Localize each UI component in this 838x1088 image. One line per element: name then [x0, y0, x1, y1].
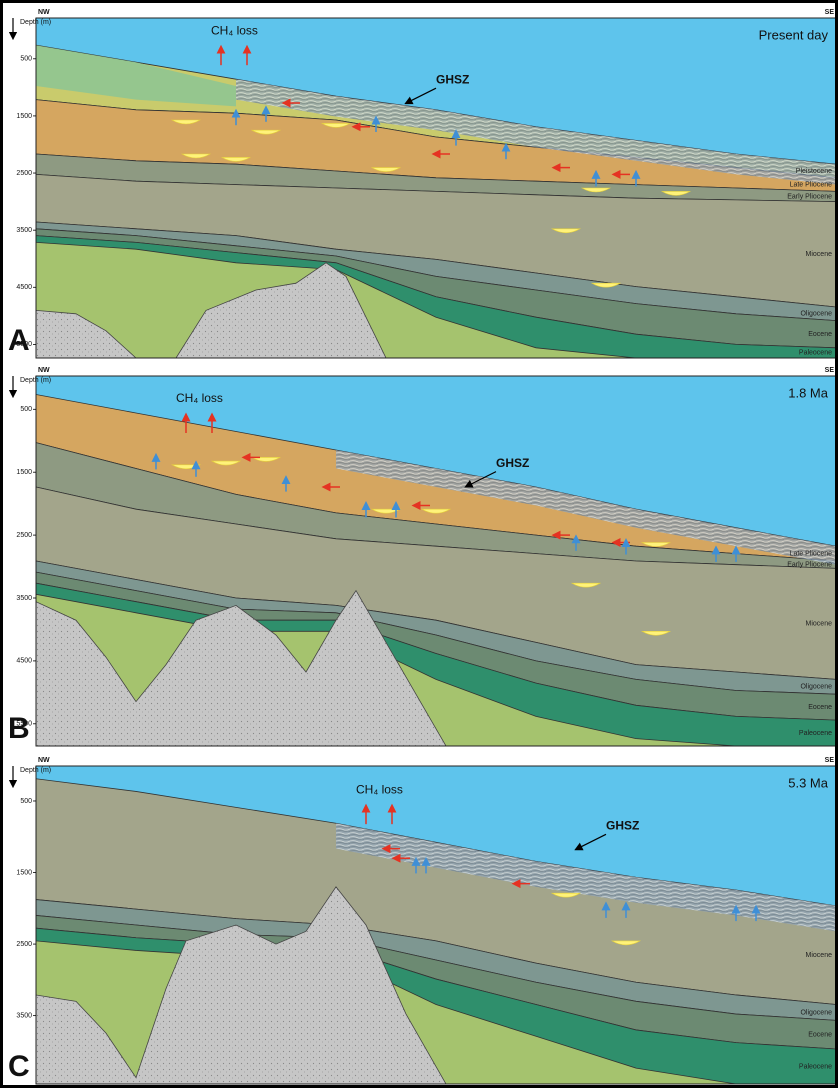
layer-label: Paleocene: [799, 1063, 832, 1070]
depth-tick-label: 1500: [16, 113, 32, 120]
depth-tick-label: 1500: [16, 869, 32, 876]
section: [36, 18, 836, 358]
panel-letter: C: [8, 1050, 30, 1083]
section: [36, 766, 836, 1084]
layer-label: Miocene: [806, 621, 833, 628]
depth-tick-label: 3500: [16, 227, 32, 234]
depth-label: Depth (m): [20, 377, 51, 384]
left-label: NW: [38, 757, 50, 764]
layer-label: Late Pliocene: [790, 181, 833, 188]
left-label: NW: [38, 9, 50, 16]
depth-tick-label: 2500: [16, 170, 32, 177]
age-label: 5.3 Ma: [788, 775, 829, 790]
layer-label: Eocene: [808, 331, 832, 338]
age-label: 1.8 Ma: [788, 385, 829, 400]
depth-label: Depth (m): [20, 19, 51, 26]
layer-label: Early Pliocene: [787, 562, 832, 569]
layer-label: Oligocene: [800, 684, 832, 691]
left-label: NW: [38, 367, 50, 374]
ghsz-label: GHSZ: [436, 72, 469, 86]
depth-tick-label: 500: [20, 406, 32, 413]
ghsz-label: GHSZ: [496, 456, 529, 470]
ghsz-label: GHSZ: [606, 818, 639, 832]
methane-loss: CH₄ loss: [176, 391, 223, 405]
depth-label: Depth (m): [20, 767, 51, 774]
layer-label: Miocene: [806, 251, 833, 258]
right-label: SE: [825, 757, 835, 764]
figure: NWSEDepth (m)50015002500350045005500Plei…: [0, 0, 838, 1088]
depth-tick-label: 4500: [16, 658, 32, 665]
methane-loss: CH₄ loss: [356, 782, 403, 796]
layer-label: Pleistocene: [796, 168, 832, 175]
depth-tick-label: 4500: [16, 284, 32, 291]
section: [36, 376, 836, 746]
layer-label: Early Pliocene: [787, 193, 832, 200]
panel-letter: B: [8, 712, 30, 745]
depth-tick-label: 3500: [16, 1012, 32, 1019]
panel-letter: A: [8, 324, 30, 357]
depth-tick-label: 3500: [16, 595, 32, 602]
age-label: Present day: [759, 27, 829, 42]
depth-tick-label: 2500: [16, 532, 32, 539]
panel: NW SE Depth (m) 500 1500 2500 3500 Miocene Oligo…: [8, 757, 836, 1084]
layer-label: Oligocene: [800, 1009, 832, 1016]
depth-tick-label: 1500: [16, 469, 32, 476]
methane-loss: CH₄ loss: [211, 23, 258, 37]
depth-tick-label: 500: [20, 798, 32, 805]
layer-label: Miocene: [806, 952, 833, 959]
layer-label: Eocene: [808, 1032, 832, 1039]
depth-tick-label: 2500: [16, 941, 32, 948]
layer-label: Late Pliocene: [790, 550, 833, 557]
right-label: SE: [825, 9, 835, 16]
layer-label: Paleocene: [799, 730, 832, 737]
layer-label: Oligocene: [800, 311, 832, 318]
layer-label: Eocene: [808, 704, 832, 711]
depth-tick-label: 500: [20, 56, 32, 63]
layer-label: Paleocene: [799, 350, 832, 357]
right-label: SE: [825, 367, 835, 374]
